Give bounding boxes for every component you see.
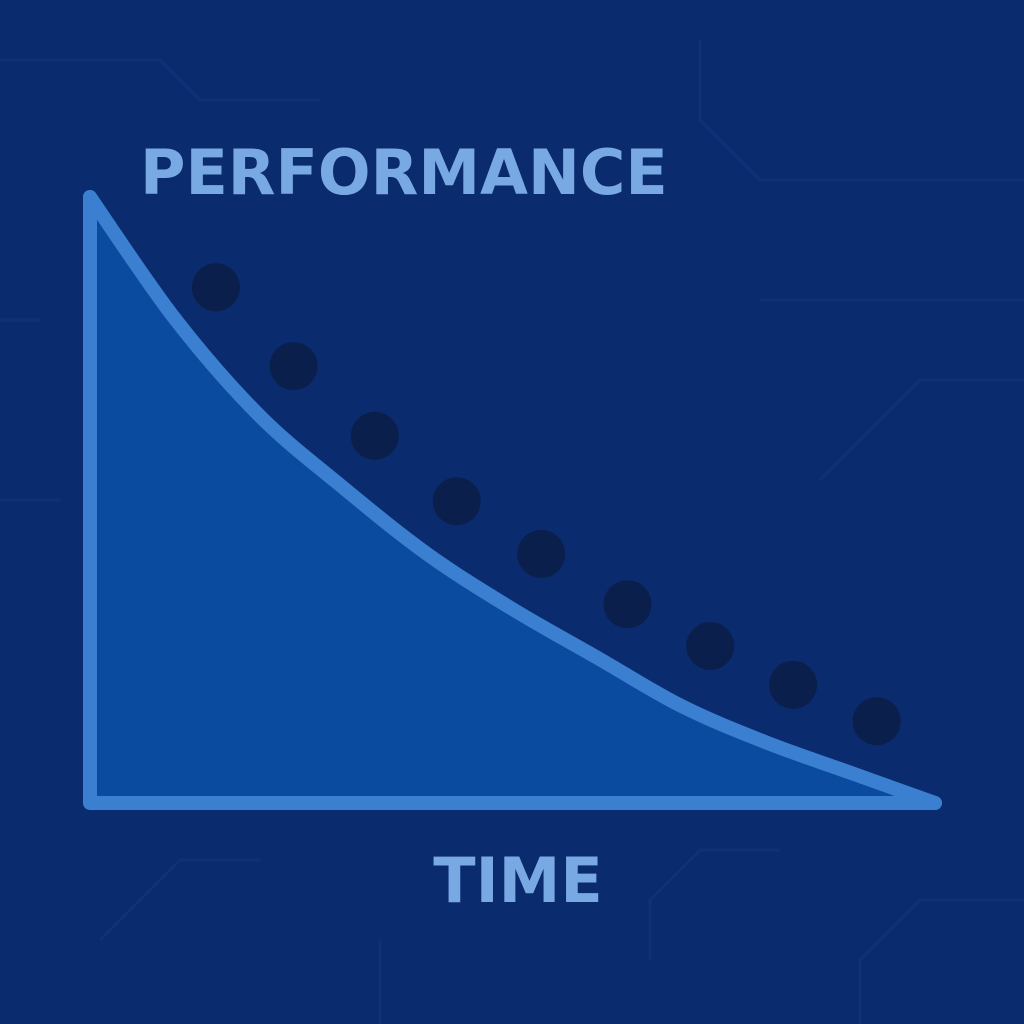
data-dot — [517, 529, 566, 578]
data-dot — [603, 580, 652, 629]
data-dot — [191, 263, 240, 312]
data-dot — [769, 660, 818, 709]
area-fill — [90, 197, 935, 803]
data-dot — [350, 411, 399, 460]
data-dot — [852, 697, 901, 746]
data-dot — [269, 342, 318, 391]
axes — [83, 190, 942, 810]
x-axis-label: TIME — [433, 844, 602, 917]
data-dot — [432, 477, 481, 526]
data-dot — [686, 622, 735, 671]
y-axis-label: PERFORMANCE — [140, 136, 668, 209]
performance-curve — [83, 190, 942, 810]
